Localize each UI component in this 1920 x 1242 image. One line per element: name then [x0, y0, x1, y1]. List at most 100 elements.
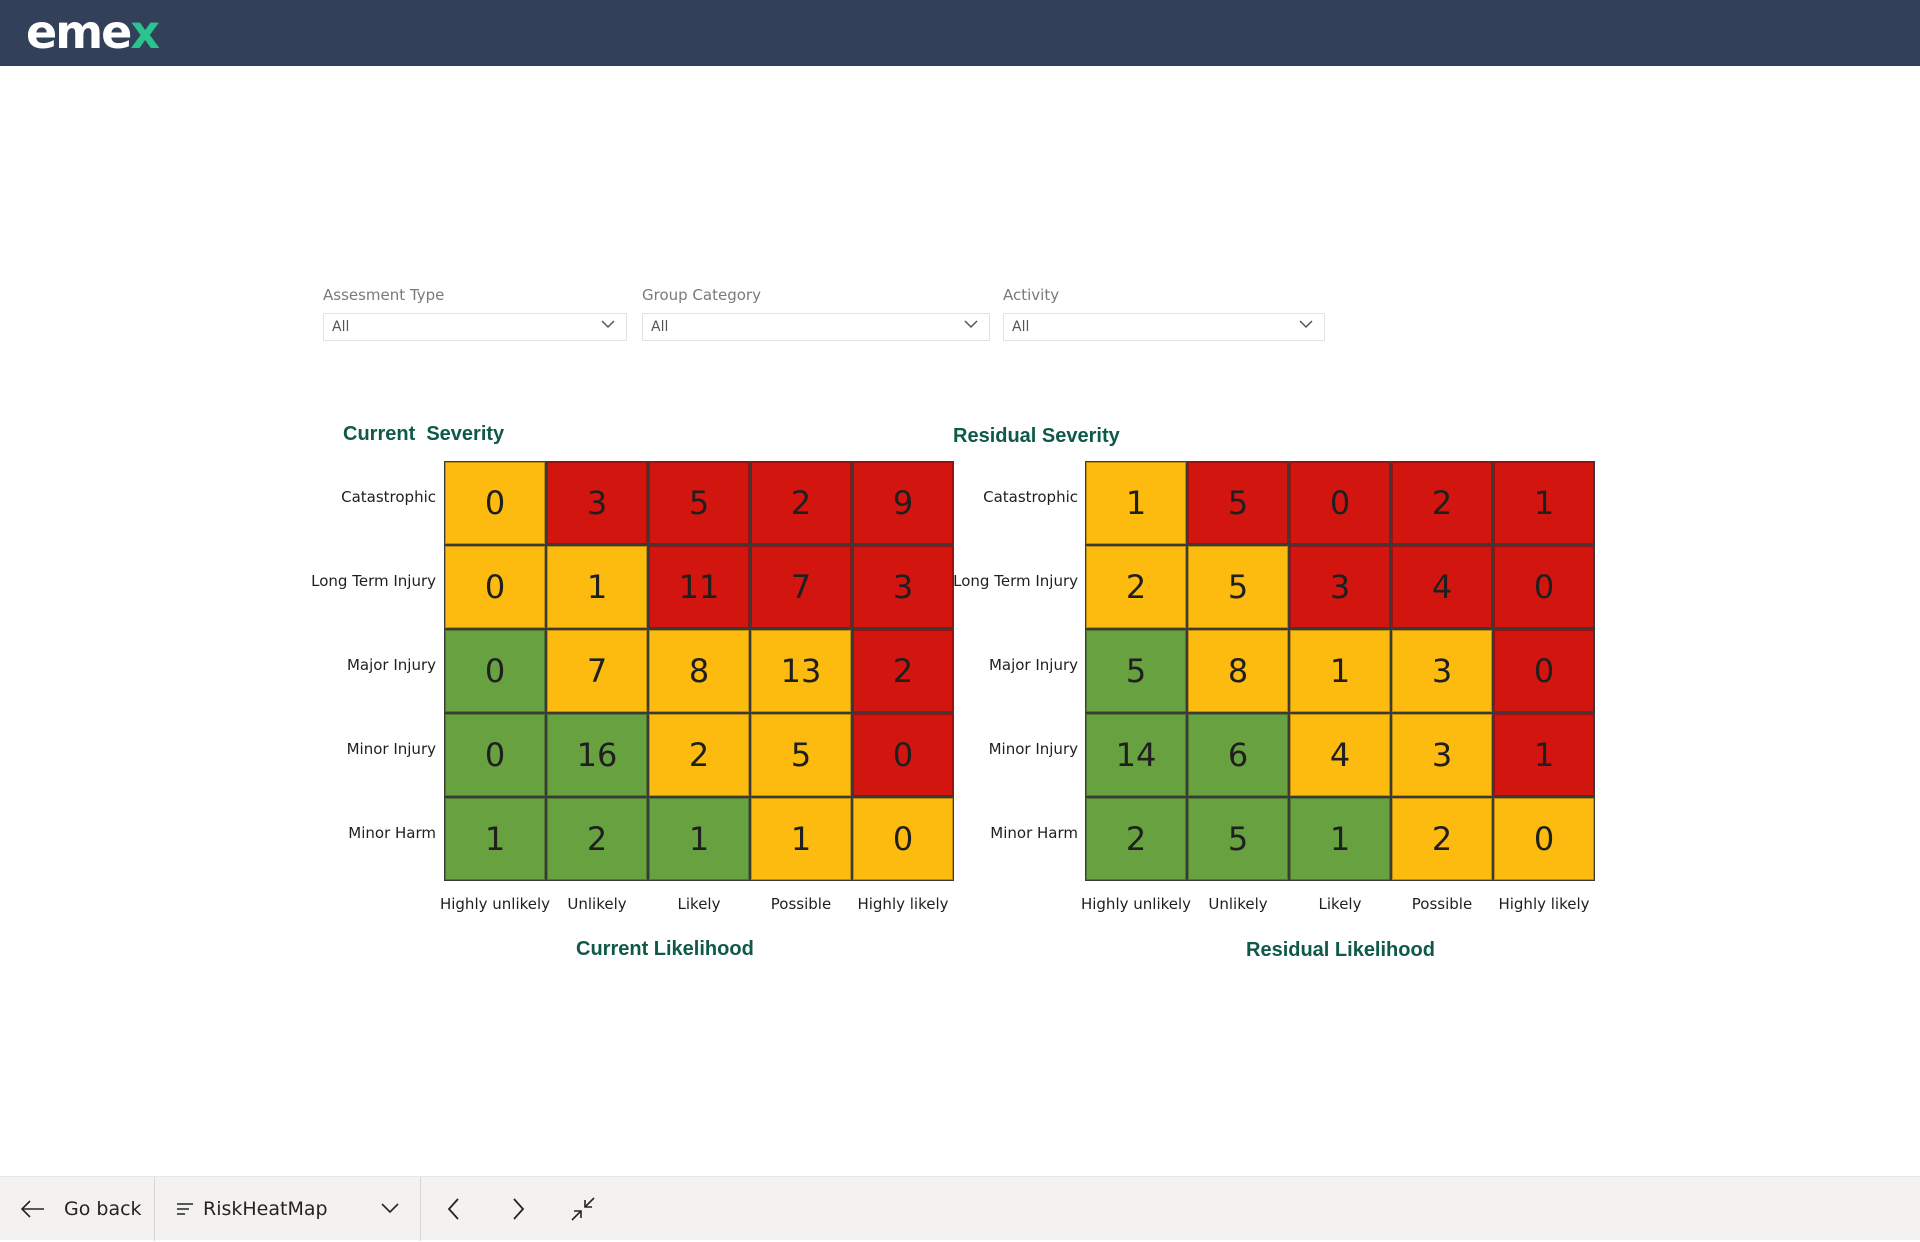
heatmap-axis-label: Residual Likelihood: [1246, 939, 1435, 961]
heatmap-cell[interactable]: 4: [1392, 546, 1492, 628]
exit-focus-mode-button[interactable]: [570, 1177, 596, 1241]
heatmap-cell[interactable]: 14: [1086, 714, 1186, 796]
previous-page-button[interactable]: [444, 1177, 464, 1241]
heatmap-cell[interactable]: 0: [1494, 546, 1594, 628]
column-label: Possible: [770, 895, 832, 913]
column-label: Possible: [1411, 895, 1473, 913]
heatmap-cell[interactable]: 0: [1290, 462, 1390, 544]
heatmap-cell[interactable]: 7: [547, 630, 647, 712]
heatmap-cell[interactable]: 8: [649, 630, 749, 712]
report-navigation-bar: Go back RiskHeatMap: [0, 1176, 1920, 1241]
column-label: Highly likely: [1498, 895, 1590, 913]
top-bar: emex: [0, 0, 1920, 66]
heatmap-cell[interactable]: 5: [751, 714, 851, 796]
activity-dropdown[interactable]: All: [1003, 313, 1325, 341]
heatmap-cell[interactable]: 5: [1188, 798, 1288, 880]
heatmap-cell[interactable]: 3: [853, 546, 953, 628]
heatmap-grid: 1 5 0 2 1 2 5 3 4 0 5 8 1 3 0 14 6 4 3 1 2 5 1 2 0: [1085, 461, 1595, 881]
heatmap-cell[interactable]: 5: [1188, 546, 1288, 628]
heatmap-cell[interactable]: 1: [1086, 462, 1186, 544]
filter-label: Activity: [1003, 286, 1060, 304]
group-category-dropdown[interactable]: All: [642, 313, 990, 341]
assessment-type-dropdown[interactable]: All: [323, 313, 627, 341]
heatmap-cell[interactable]: 3: [1392, 714, 1492, 796]
heatmap-cell[interactable]: 5: [1188, 462, 1288, 544]
heatmap-cell[interactable]: 2: [649, 714, 749, 796]
row-label: Minor Injury: [988, 740, 1078, 758]
heatmap-cell[interactable]: 16: [547, 714, 647, 796]
go-back-button[interactable]: Go back: [20, 1177, 142, 1241]
heatmap-cell[interactable]: 2: [1086, 546, 1186, 628]
heatmap-cell[interactable]: 1: [445, 798, 545, 880]
heatmap-cell[interactable]: 0: [853, 714, 953, 796]
heatmap-cell[interactable]: 3: [1290, 546, 1390, 628]
row-label: Major Injury: [988, 656, 1078, 674]
heatmap-cell[interactable]: 0: [853, 798, 953, 880]
chevron-right-icon: [513, 1198, 525, 1220]
heatmap-cell[interactable]: 8: [1188, 630, 1288, 712]
logo-text-main: eme: [26, 5, 132, 59]
heatmap-cell[interactable]: 2: [1392, 462, 1492, 544]
heatmap-cell[interactable]: 0: [1494, 798, 1594, 880]
column-label: Unlikely: [567, 895, 627, 913]
heatmap-cell[interactable]: 7: [751, 546, 851, 628]
row-label: Major Injury: [346, 656, 436, 674]
heatmap-cell[interactable]: 5: [649, 462, 749, 544]
emex-logo[interactable]: emex: [26, 5, 160, 59]
heatmap-cell[interactable]: 3: [1392, 630, 1492, 712]
heatmap-cell[interactable]: 13: [751, 630, 851, 712]
column-label: Highly unlikely: [439, 895, 551, 913]
next-page-button[interactable]: [508, 1177, 528, 1241]
heatmap-cell[interactable]: 11: [649, 546, 749, 628]
heatmap-cell[interactable]: 0: [445, 462, 545, 544]
row-label: Minor Injury: [346, 740, 436, 758]
page-list-icon: [177, 1203, 193, 1215]
heatmap-cell[interactable]: 9: [853, 462, 953, 544]
chevron-down-icon: [1299, 320, 1313, 329]
heatmap-cell[interactable]: 3: [547, 462, 647, 544]
heatmap-cell[interactable]: 2: [853, 630, 953, 712]
heatmap-cell[interactable]: 2: [1086, 798, 1186, 880]
heatmap-cell[interactable]: 0: [445, 630, 545, 712]
heatmap-cell[interactable]: 1: [751, 798, 851, 880]
filter-activity: Activity All: [1003, 285, 1325, 341]
column-label: Highly likely: [857, 895, 949, 913]
filter-assessment-type: Assesment Type All: [323, 285, 627, 341]
filter-label: Group Category: [642, 286, 761, 304]
heatmap-cell[interactable]: 4: [1290, 714, 1390, 796]
arrow-left-icon: [20, 1200, 44, 1218]
row-label: Minor Harm: [348, 824, 436, 842]
page-selector-dropdown[interactable]: RiskHeatMap: [176, 1177, 400, 1241]
heatmap-title: Current Severity: [343, 423, 505, 445]
heatmap-cell[interactable]: 1: [1290, 798, 1390, 880]
dropdown-value: All: [651, 319, 669, 335]
divider: [420, 1177, 421, 1241]
divider: [154, 1177, 155, 1241]
heatmap-cell[interactable]: 2: [1392, 798, 1492, 880]
dropdown-value: All: [1012, 319, 1030, 335]
heatmap-cell[interactable]: 1: [547, 546, 647, 628]
heatmap-cell[interactable]: 0: [1494, 630, 1594, 712]
heatmap-cell[interactable]: 5: [1086, 630, 1186, 712]
column-label: Likely: [1318, 895, 1362, 913]
chevron-down-icon: [964, 320, 978, 329]
heatmap-title: Residual Severity: [953, 425, 1120, 447]
heatmap-cell[interactable]: 1: [649, 798, 749, 880]
heatmap-cell[interactable]: 1: [1494, 714, 1594, 796]
row-label: Minor Harm: [990, 824, 1078, 842]
heatmap-cell[interactable]: 6: [1188, 714, 1288, 796]
heatmap-cell[interactable]: 1: [1494, 462, 1594, 544]
heatmap-cell[interactable]: 0: [445, 546, 545, 628]
heatmap-cell[interactable]: 0: [445, 714, 545, 796]
heatmap-cell[interactable]: 1: [1290, 630, 1390, 712]
heatmap-cell[interactable]: 2: [547, 798, 647, 880]
heatmap-cell[interactable]: 2: [751, 462, 851, 544]
page-name: RiskHeatMap: [203, 1198, 328, 1220]
collapse-icon: [571, 1197, 595, 1221]
chevron-left-icon: [447, 1198, 459, 1220]
chevron-down-icon: [601, 320, 615, 329]
go-back-label: Go back: [64, 1198, 142, 1220]
logo-text-accent: x: [130, 5, 160, 59]
column-label: Unlikely: [1208, 895, 1268, 913]
filter-label: Assesment Type: [323, 286, 445, 304]
